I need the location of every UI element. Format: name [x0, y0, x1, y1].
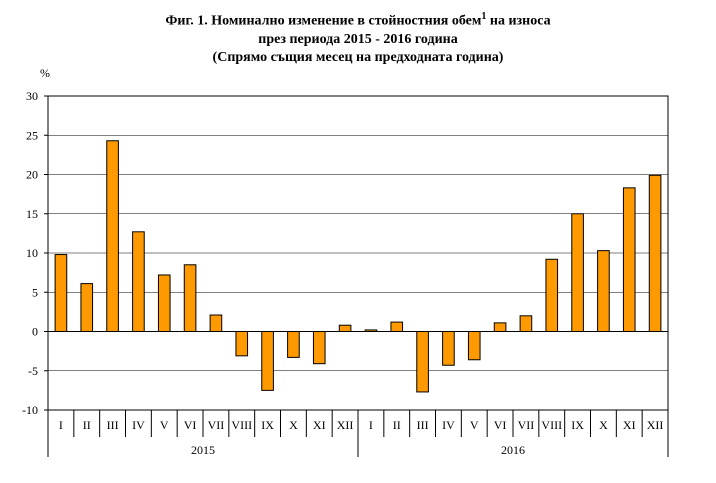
title-line-2: през периода 2015 - 2016 година — [258, 31, 458, 47]
bar — [545, 258, 559, 332]
y-tick-label: 5 — [32, 285, 38, 299]
y-tick-label: 30 — [26, 89, 38, 103]
x-tick-label: VII — [208, 418, 225, 432]
bar — [261, 331, 274, 391]
bar — [338, 324, 352, 333]
chart-title: Фиг. 1. Номинално изменение в стойностни… — [0, 8, 716, 67]
x-tick-label: VI — [494, 418, 507, 432]
bar — [597, 250, 610, 333]
x-tick-label: VII — [518, 418, 535, 432]
bar — [183, 264, 197, 332]
x-tick-label: IX — [571, 418, 584, 432]
bar — [287, 331, 300, 358]
bar — [493, 322, 507, 332]
bar — [390, 321, 404, 332]
x-tick-label: VI — [184, 418, 197, 432]
x-tick-label: XII — [337, 418, 354, 432]
bar — [519, 315, 533, 332]
x-tick-label: II — [83, 418, 91, 432]
bar — [80, 283, 94, 332]
bar — [467, 331, 481, 361]
bar — [235, 331, 249, 357]
y-tick-label: 15 — [26, 207, 38, 221]
bar — [132, 231, 145, 332]
x-tick-label: IV — [442, 418, 455, 432]
title-line-1: Фиг. 1. Номинално изменение в стойностни… — [165, 11, 551, 29]
bar — [442, 331, 455, 366]
x-tick-label: II — [393, 418, 401, 432]
bar — [571, 213, 584, 332]
y-tick-label: 0 — [32, 325, 38, 339]
x-tick-label: IV — [132, 418, 145, 432]
bar — [157, 274, 171, 333]
y-tick-label: 25 — [26, 128, 38, 142]
x-tick-label: X — [599, 418, 608, 432]
x-tick-label: IX — [261, 418, 274, 432]
y-tick-label: -5 — [28, 364, 38, 378]
bar — [54, 254, 68, 333]
bar — [648, 174, 662, 332]
x-tick-label: XI — [623, 418, 636, 432]
x-tick-label: V — [470, 418, 479, 432]
y-tick-label: 20 — [26, 168, 38, 182]
x-tick-label: III — [107, 418, 119, 432]
bar — [106, 140, 119, 332]
year-label: 2015 — [191, 443, 215, 457]
x-tick-label: VIII — [231, 418, 252, 432]
x-tick-label: XI — [313, 418, 326, 432]
bar — [622, 187, 636, 332]
title-line-3: (Спрямо същия месец на предходната годин… — [212, 49, 504, 65]
x-tick-label: III — [417, 418, 429, 432]
x-tick-label: V — [160, 418, 169, 432]
x-tick-label: I — [369, 418, 373, 432]
y-tick-label: -10 — [22, 403, 38, 417]
year-label: 2016 — [501, 443, 525, 457]
y-tick-label: 10 — [26, 246, 38, 260]
x-tick-label: XII — [647, 418, 664, 432]
x-tick-label: VIII — [541, 418, 562, 432]
bar — [209, 314, 223, 333]
bar — [416, 331, 429, 393]
x-tick-label: X — [289, 418, 298, 432]
bar — [312, 331, 326, 365]
y-unit-label: % — [40, 66, 50, 80]
x-tick-label: I — [59, 418, 63, 432]
